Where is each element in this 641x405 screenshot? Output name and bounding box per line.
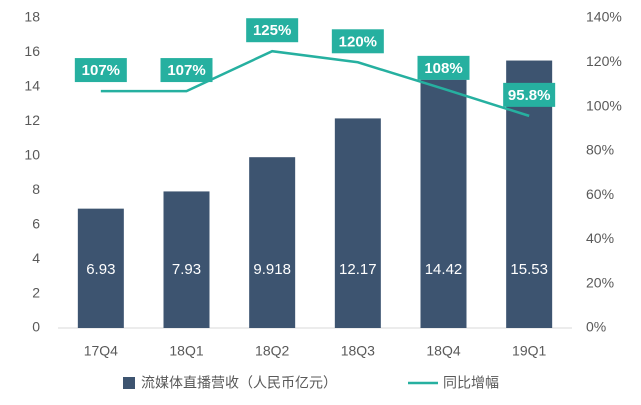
bar-value-label: 14.42 [425,261,463,278]
value-label-box [331,29,384,54]
x-tick-label: 17Q4 [84,343,118,359]
line-value-label: 120% [339,33,377,50]
line-value-label: 108% [424,60,462,77]
bar-value-label: 9.918 [253,261,291,278]
value-label-box [74,58,127,83]
y-tick-label: 16 [24,43,40,59]
bar-value-label: 7.93 [172,261,201,278]
y2-tick-label: 100% [586,97,622,113]
line-value-label: 95.8% [508,87,551,104]
line [100,49,530,118]
y-tick-label: 12 [24,112,40,128]
y-tick-label: 0 [32,319,40,335]
y-tick-label: 14 [24,78,40,94]
value-label-box [160,58,213,83]
x-tick-label: 18Q4 [426,343,460,359]
bar [77,208,124,328]
y-tick-label: 10 [24,146,40,162]
line-value-label: 107% [82,62,120,79]
y-tick-label: 4 [32,250,40,266]
line-value-label: 125% [253,22,291,39]
y2-tick-label: 40% [586,230,614,246]
x-tick-label: 18Q3 [341,343,375,359]
y-tick-label: 6 [32,215,40,231]
y2-tick-label: 20% [586,274,614,290]
y-tick-label: 18 [24,9,40,25]
y2-tick-label: 140% [586,9,622,25]
y2-tick-label: 120% [586,53,622,69]
line-value-label: 107% [167,62,205,79]
bar-value-label: 6.93 [86,261,115,278]
y2-tick-label: 60% [586,186,614,202]
x-tick-label: 18Q1 [169,343,203,359]
bar-value-label: 15.53 [510,261,548,278]
value-label-box [246,18,299,43]
y-tick-label: 8 [32,181,40,197]
legend-label: 流媒体直播营收（人民币亿元） [141,375,337,391]
bar [163,191,210,328]
y2-tick-label: 0% [586,319,606,335]
x-tick-label: 19Q1 [512,343,546,359]
legend-swatch [123,377,135,389]
value-label-box [503,82,556,107]
value-label-box [417,55,470,80]
y-tick-label: 2 [32,284,40,300]
bar-value-label: 12.17 [339,261,377,278]
y2-tick-label: 80% [586,142,614,158]
legend-label: 同比增幅 [443,375,499,391]
bar [420,79,467,329]
bar [334,118,381,329]
x-tick-label: 18Q2 [255,343,289,359]
bar [249,157,296,328]
